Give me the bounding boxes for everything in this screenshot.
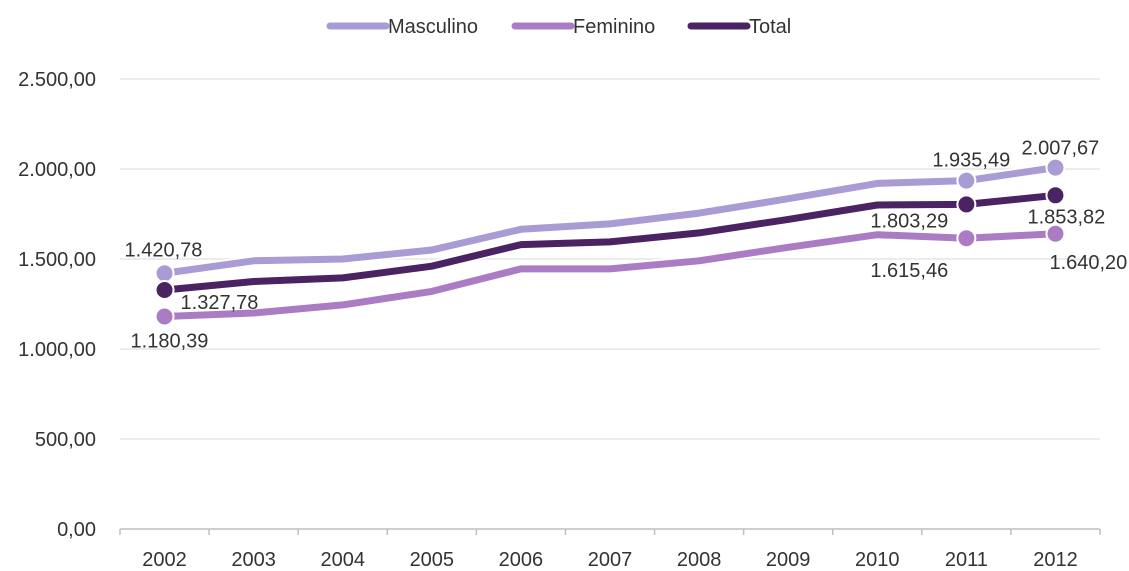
series-line-masculino	[161, 164, 1059, 277]
x-tick-label: 2002	[142, 549, 187, 571]
data-label: 1.180,39	[131, 331, 209, 353]
data-point-total	[154, 279, 175, 300]
data-point-total	[956, 194, 977, 215]
legend-label: Feminino	[573, 16, 655, 38]
y-tick-label: 1.000,00	[18, 339, 96, 361]
x-tick-label: 2008	[677, 549, 722, 571]
series-lines	[154, 157, 1066, 327]
data-label: 1.640,20	[1049, 252, 1127, 274]
series-line-feminino	[161, 230, 1059, 321]
x-tick-label: 2009	[766, 549, 811, 571]
legend-label: Total	[749, 16, 791, 38]
data-label: 1.327,78	[181, 292, 259, 314]
data-point-feminino	[956, 228, 977, 249]
data-point-masculino	[956, 170, 977, 191]
series-line-total	[161, 191, 1059, 294]
y-axis: 0,00 500,00 1.000,00 1.500,00 2.000,00 2.500,…	[18, 69, 96, 541]
data-label: 1.853,82	[1027, 206, 1105, 228]
data-point-feminino	[1045, 223, 1066, 244]
data-label: 1.935,49	[932, 150, 1010, 172]
y-tick-label: 500,00	[35, 429, 96, 451]
x-tick-label: 2003	[231, 549, 276, 571]
data-labels: 1.420,78 1.327,78 1.180,39 1.935,49 2.007,67…	[125, 138, 1128, 353]
legend-item-masculino: Masculino	[324, 16, 478, 38]
x-tick-label: 2007	[588, 549, 633, 571]
y-tick-label: 1.500,00	[18, 249, 96, 271]
legend-label: Masculino	[388, 16, 478, 38]
data-label: 1.615,46	[870, 260, 948, 282]
data-label: 2.007,67	[1021, 138, 1099, 160]
data-label: 1.803,29	[870, 210, 948, 232]
y-tick-label: 0,00	[57, 519, 96, 541]
data-label: 1.420,78	[125, 239, 203, 261]
legend-item-feminino: Feminino	[509, 16, 655, 38]
x-tick-label: 2011	[945, 549, 988, 571]
x-tick-label: 2005	[410, 549, 455, 571]
x-tick-label: 2010	[855, 549, 900, 571]
data-point-masculino	[154, 263, 175, 284]
x-tick-label: 2006	[499, 549, 544, 571]
data-point-total	[1045, 185, 1066, 206]
legend-item-total: Total	[685, 16, 791, 38]
data-point-masculino	[1045, 157, 1066, 178]
x-tick-label: 2012	[1033, 549, 1078, 571]
x-tick-label: 2004	[320, 549, 365, 571]
y-tick-label: 2.000,00	[18, 159, 96, 181]
y-tick-label: 2.500,00	[18, 69, 96, 91]
x-axis: 2002 2003 2004 2005 2006 2007 2008 2009 2010 2011…	[119, 528, 1101, 571]
legend: Masculino Feminino Total	[324, 16, 791, 38]
data-point-feminino	[154, 306, 175, 327]
